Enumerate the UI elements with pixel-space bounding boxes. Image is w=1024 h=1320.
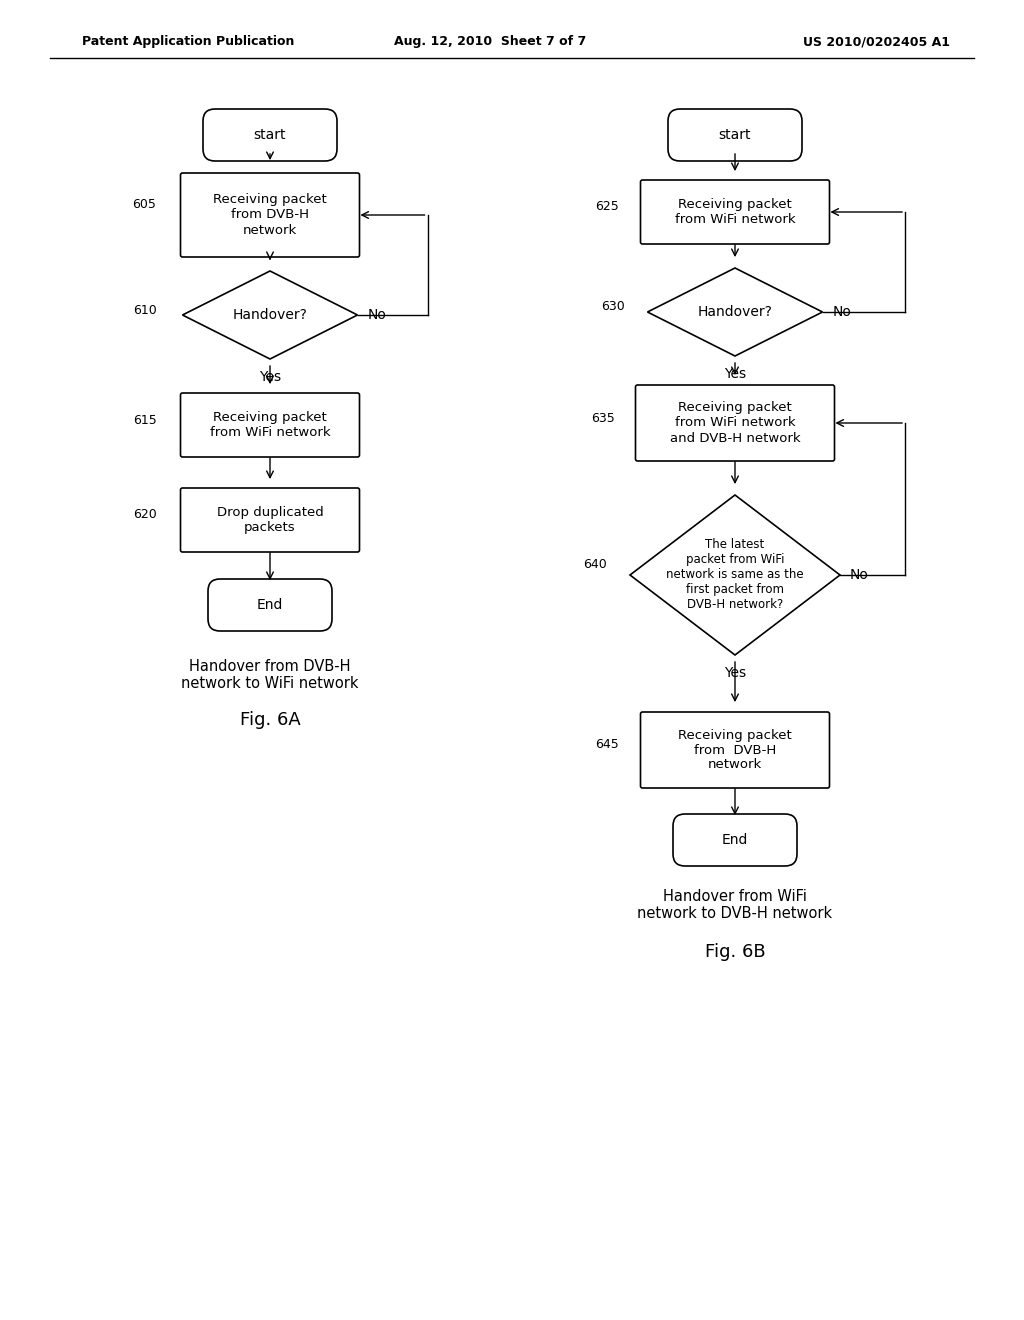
Text: 610: 610 [133,304,157,317]
Polygon shape [630,495,840,655]
Text: Handover from DVB-H
network to WiFi network: Handover from DVB-H network to WiFi netw… [181,659,358,692]
Text: Yes: Yes [724,367,746,381]
Text: 615: 615 [133,413,157,426]
Text: Fig. 6B: Fig. 6B [705,942,765,961]
FancyBboxPatch shape [640,180,829,244]
FancyBboxPatch shape [668,110,802,161]
Text: Drop duplicated
packets: Drop duplicated packets [217,506,324,535]
FancyBboxPatch shape [673,814,797,866]
Text: US 2010/0202405 A1: US 2010/0202405 A1 [803,36,950,49]
Text: No: No [833,305,851,319]
Text: Receiving packet
from  DVB-H
network: Receiving packet from DVB-H network [678,729,792,771]
Text: start: start [254,128,287,143]
Text: 635: 635 [591,412,614,425]
Text: 630: 630 [601,301,625,314]
FancyBboxPatch shape [640,711,829,788]
Polygon shape [647,268,822,356]
Text: 645: 645 [596,738,620,751]
Text: Receiving packet
from WiFi network: Receiving packet from WiFi network [675,198,796,226]
FancyBboxPatch shape [208,579,332,631]
Text: 620: 620 [133,508,157,521]
FancyBboxPatch shape [180,173,359,257]
Text: No: No [850,568,869,582]
Polygon shape [182,271,357,359]
Text: End: End [257,598,284,612]
Text: 640: 640 [583,558,607,572]
FancyBboxPatch shape [180,488,359,552]
Text: No: No [368,308,386,322]
Text: Yes: Yes [259,370,281,384]
Text: 625: 625 [596,201,620,214]
Text: Patent Application Publication: Patent Application Publication [82,36,294,49]
FancyBboxPatch shape [203,110,337,161]
Text: The latest
packet from WiFi
network is same as the
first packet from
DVB-H netwo: The latest packet from WiFi network is s… [667,539,804,611]
Text: 605: 605 [132,198,157,211]
FancyBboxPatch shape [636,385,835,461]
Text: Receiving packet
from WiFi network
and DVB-H network: Receiving packet from WiFi network and D… [670,401,801,445]
Text: Aug. 12, 2010  Sheet 7 of 7: Aug. 12, 2010 Sheet 7 of 7 [394,36,586,49]
Text: Handover from WiFi
network to DVB-H network: Handover from WiFi network to DVB-H netw… [637,888,833,921]
Text: Fig. 6A: Fig. 6A [240,711,300,729]
Text: Receiving packet
from WiFi network: Receiving packet from WiFi network [210,411,331,440]
Text: Handover?: Handover? [232,308,307,322]
Text: Receiving packet
from DVB-H
network: Receiving packet from DVB-H network [213,194,327,236]
Text: Handover?: Handover? [697,305,772,319]
Text: Yes: Yes [724,667,746,680]
Text: End: End [722,833,749,847]
FancyBboxPatch shape [180,393,359,457]
Text: start: start [719,128,752,143]
